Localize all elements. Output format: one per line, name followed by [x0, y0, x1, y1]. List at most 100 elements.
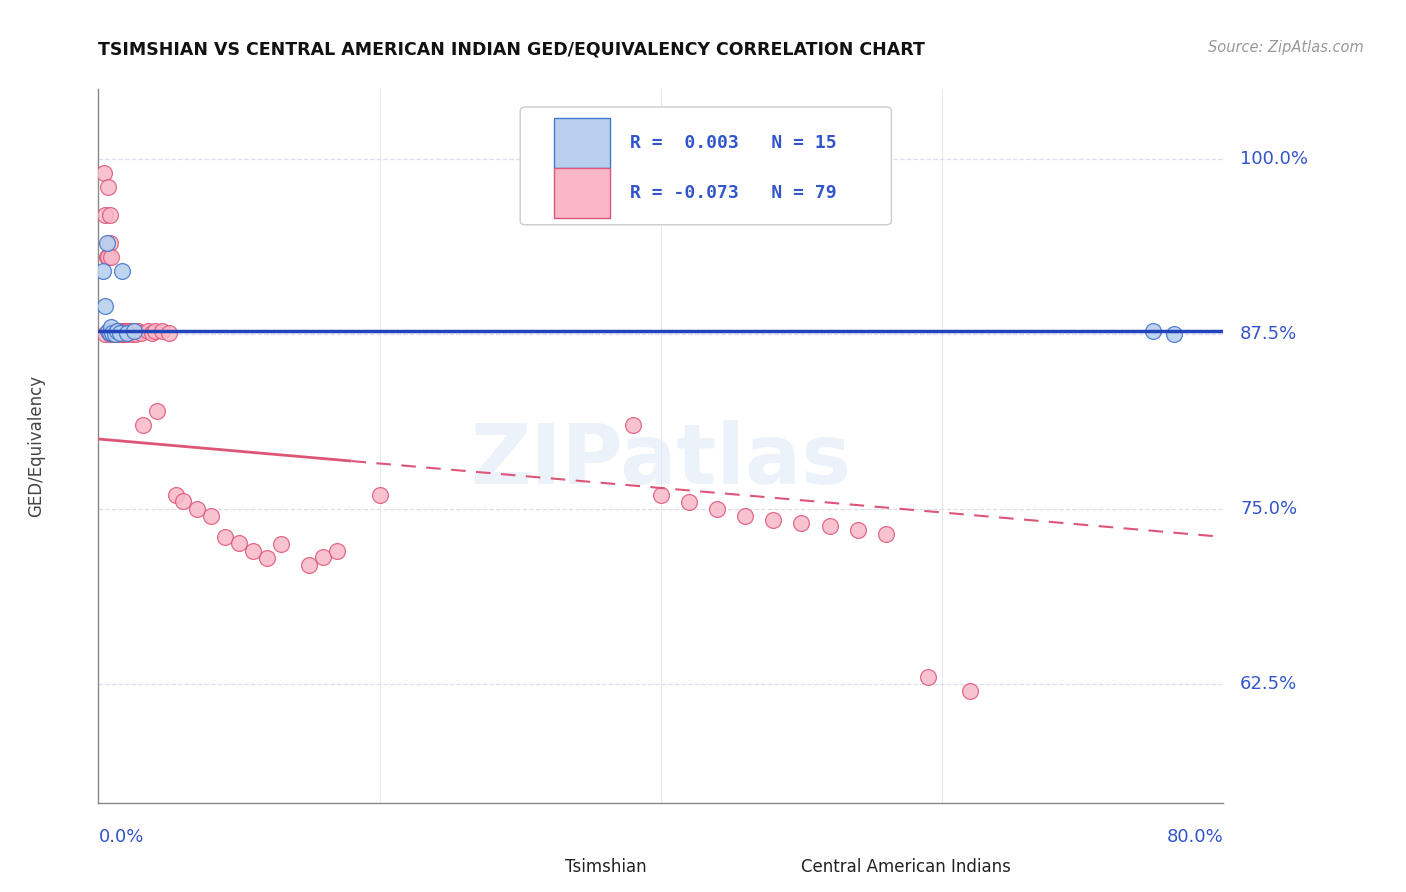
Point — [121, 327, 143, 342]
Point — [127, 324, 149, 338]
Text: R =  0.003   N = 15: R = 0.003 N = 15 — [630, 134, 837, 152]
Text: 100.0%: 100.0% — [1240, 150, 1308, 169]
Point — [107, 327, 129, 342]
Point — [97, 250, 120, 264]
Point — [298, 558, 321, 572]
Point — [112, 326, 135, 340]
Point — [105, 326, 128, 340]
Point — [111, 264, 134, 278]
Point — [141, 326, 163, 340]
Point — [97, 180, 120, 194]
Point — [117, 324, 139, 338]
Point — [875, 527, 897, 541]
Point — [101, 327, 124, 342]
Point — [101, 326, 124, 340]
Point — [96, 236, 118, 251]
Point — [101, 326, 124, 340]
Point — [94, 327, 117, 342]
Point — [101, 324, 124, 338]
Point — [110, 326, 132, 340]
Point — [100, 324, 122, 338]
Bar — [740, 849, 790, 885]
Point — [228, 535, 250, 549]
Point — [105, 324, 128, 338]
Point — [146, 404, 169, 418]
Bar — [554, 118, 610, 168]
Point — [107, 326, 129, 340]
Text: TSIMSHIAN VS CENTRAL AMERICAN INDIAN GED/EQUIVALENCY CORRELATION CHART: TSIMSHIAN VS CENTRAL AMERICAN INDIAN GED… — [98, 40, 925, 58]
Point — [98, 236, 121, 251]
Point — [120, 324, 142, 338]
Point — [122, 324, 145, 338]
Point — [104, 327, 127, 342]
Point — [818, 518, 841, 533]
Point — [706, 502, 728, 516]
Point — [118, 326, 141, 340]
Point — [91, 264, 114, 278]
Point — [122, 324, 145, 338]
Point — [104, 326, 127, 340]
Point — [94, 299, 117, 313]
Point — [621, 417, 644, 432]
Text: 0.0%: 0.0% — [98, 828, 143, 846]
Point — [242, 544, 264, 558]
Point — [132, 417, 155, 432]
Point — [150, 324, 173, 338]
Point — [98, 208, 121, 222]
Text: GED/Equivalency: GED/Equivalency — [28, 375, 45, 517]
Point — [368, 488, 391, 502]
Text: 80.0%: 80.0% — [1167, 828, 1223, 846]
Point — [125, 327, 148, 342]
Point — [136, 324, 159, 338]
Point — [312, 549, 335, 564]
Point — [214, 530, 236, 544]
Text: R = -0.073   N = 79: R = -0.073 N = 79 — [630, 184, 837, 202]
Text: ZIPatlas: ZIPatlas — [471, 420, 851, 500]
Point — [100, 250, 122, 264]
Point — [115, 324, 138, 338]
Point — [98, 327, 121, 342]
Point — [115, 327, 138, 342]
Point — [108, 327, 131, 342]
Point — [143, 324, 166, 338]
Point — [165, 488, 187, 502]
Point — [100, 320, 122, 334]
Point — [256, 550, 278, 565]
Point — [96, 250, 118, 264]
Bar — [503, 849, 554, 885]
Point — [111, 327, 134, 342]
Point — [97, 324, 120, 338]
Point — [762, 513, 785, 527]
Text: 75.0%: 75.0% — [1240, 500, 1298, 518]
Point — [959, 684, 981, 698]
Point — [104, 324, 127, 338]
Point — [114, 324, 136, 338]
Point — [1163, 327, 1185, 342]
Text: Tsimshian: Tsimshian — [565, 858, 647, 876]
Text: Central American Indians: Central American Indians — [801, 858, 1011, 876]
Point — [1142, 324, 1164, 338]
Point — [157, 326, 180, 340]
Point — [124, 326, 146, 340]
Bar — [554, 168, 610, 218]
Point — [326, 544, 349, 558]
Point — [200, 508, 222, 523]
Point — [103, 327, 125, 342]
Point — [93, 166, 115, 180]
Point — [650, 488, 672, 502]
Point — [107, 324, 129, 338]
Point — [270, 537, 292, 551]
Point — [108, 326, 131, 340]
Point — [172, 493, 194, 508]
Point — [103, 324, 125, 338]
Point — [108, 324, 131, 338]
Point — [110, 324, 132, 338]
Text: 87.5%: 87.5% — [1240, 325, 1298, 343]
Point — [678, 495, 700, 509]
Point — [111, 324, 134, 338]
Point — [105, 324, 128, 338]
Point — [104, 327, 127, 342]
Text: 62.5%: 62.5% — [1240, 675, 1298, 693]
Point — [129, 326, 152, 340]
Point — [790, 516, 813, 530]
